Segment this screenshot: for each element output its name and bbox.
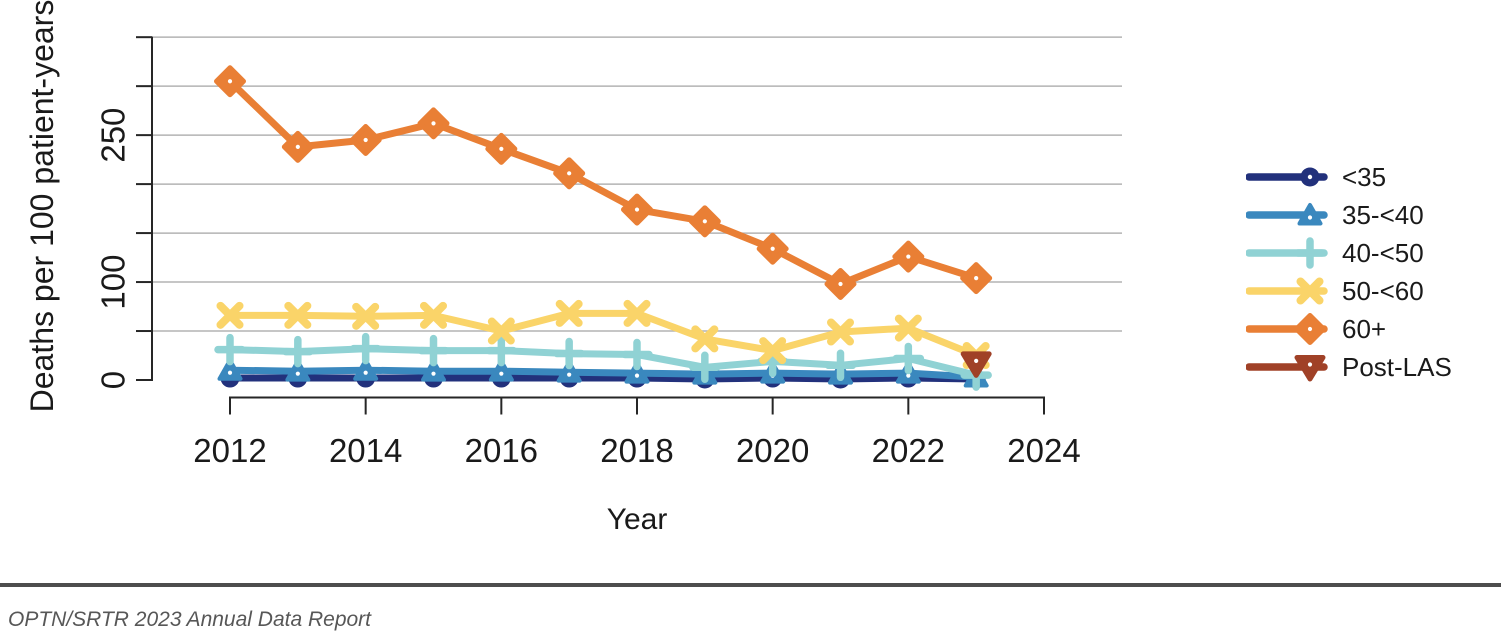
legend-swatch-icon [1246,203,1328,226]
legend-item-60-plus: 60+ [1246,310,1452,348]
legend-swatch-icon [1246,167,1328,187]
y-tick-label: 250 [95,108,132,163]
series-50-60 [216,299,990,370]
x-tick-label: 2014 [329,432,402,469]
x-tick-label: 2016 [465,432,538,469]
x-axis-title: Year [607,503,668,536]
legend-item-under-35: <35 [1246,158,1452,196]
x-axis: 2012 2014 2016 2018 2020 2022 2024 [193,396,1081,469]
legend-item-post-las: Post-LAS [1246,348,1452,386]
legend-item-40-50: 40-<50 [1246,234,1452,272]
y-gridlines [152,36,1122,332]
chart-legend: <35 35-<40 40-<50 50-<60 60+ Post-LAS [1246,158,1452,386]
y-axis-title: Deaths per 100 patient-years [24,0,60,412]
series-60 [214,65,993,301]
x-tick-label: 2020 [736,432,809,469]
legend-label: 50-<60 [1342,276,1424,306]
x-tick-label: 2018 [600,432,673,469]
y-axis: 0 100 250 [95,36,153,389]
x-tick-label: 2024 [1007,432,1080,469]
series-post-las [960,351,992,378]
report-citation: OPTN/SRTR 2023 Annual Data Report [8,608,372,631]
x-tick-label: 2022 [872,432,945,469]
legend-swatch-icon [1246,277,1328,305]
legend-swatch-icon [1246,237,1328,269]
legend-label: 60+ [1342,314,1387,344]
x-tick-label: 2012 [193,432,266,469]
legend-swatch-icon [1246,313,1328,345]
legend-label: <35 [1342,162,1387,192]
legend-item-35-40: 35-<40 [1246,196,1452,234]
footer-divider [0,583,1501,587]
legend-label: 40-<50 [1342,238,1424,268]
legend-item-50-60: 50-<60 [1246,272,1452,310]
y-tick-label: 100 [95,255,132,310]
legend-label: Post-LAS [1342,352,1452,382]
y-tick-label: 0 [95,371,132,389]
legend-swatch-icon [1246,355,1328,382]
legend-label: 35-<40 [1342,200,1424,230]
